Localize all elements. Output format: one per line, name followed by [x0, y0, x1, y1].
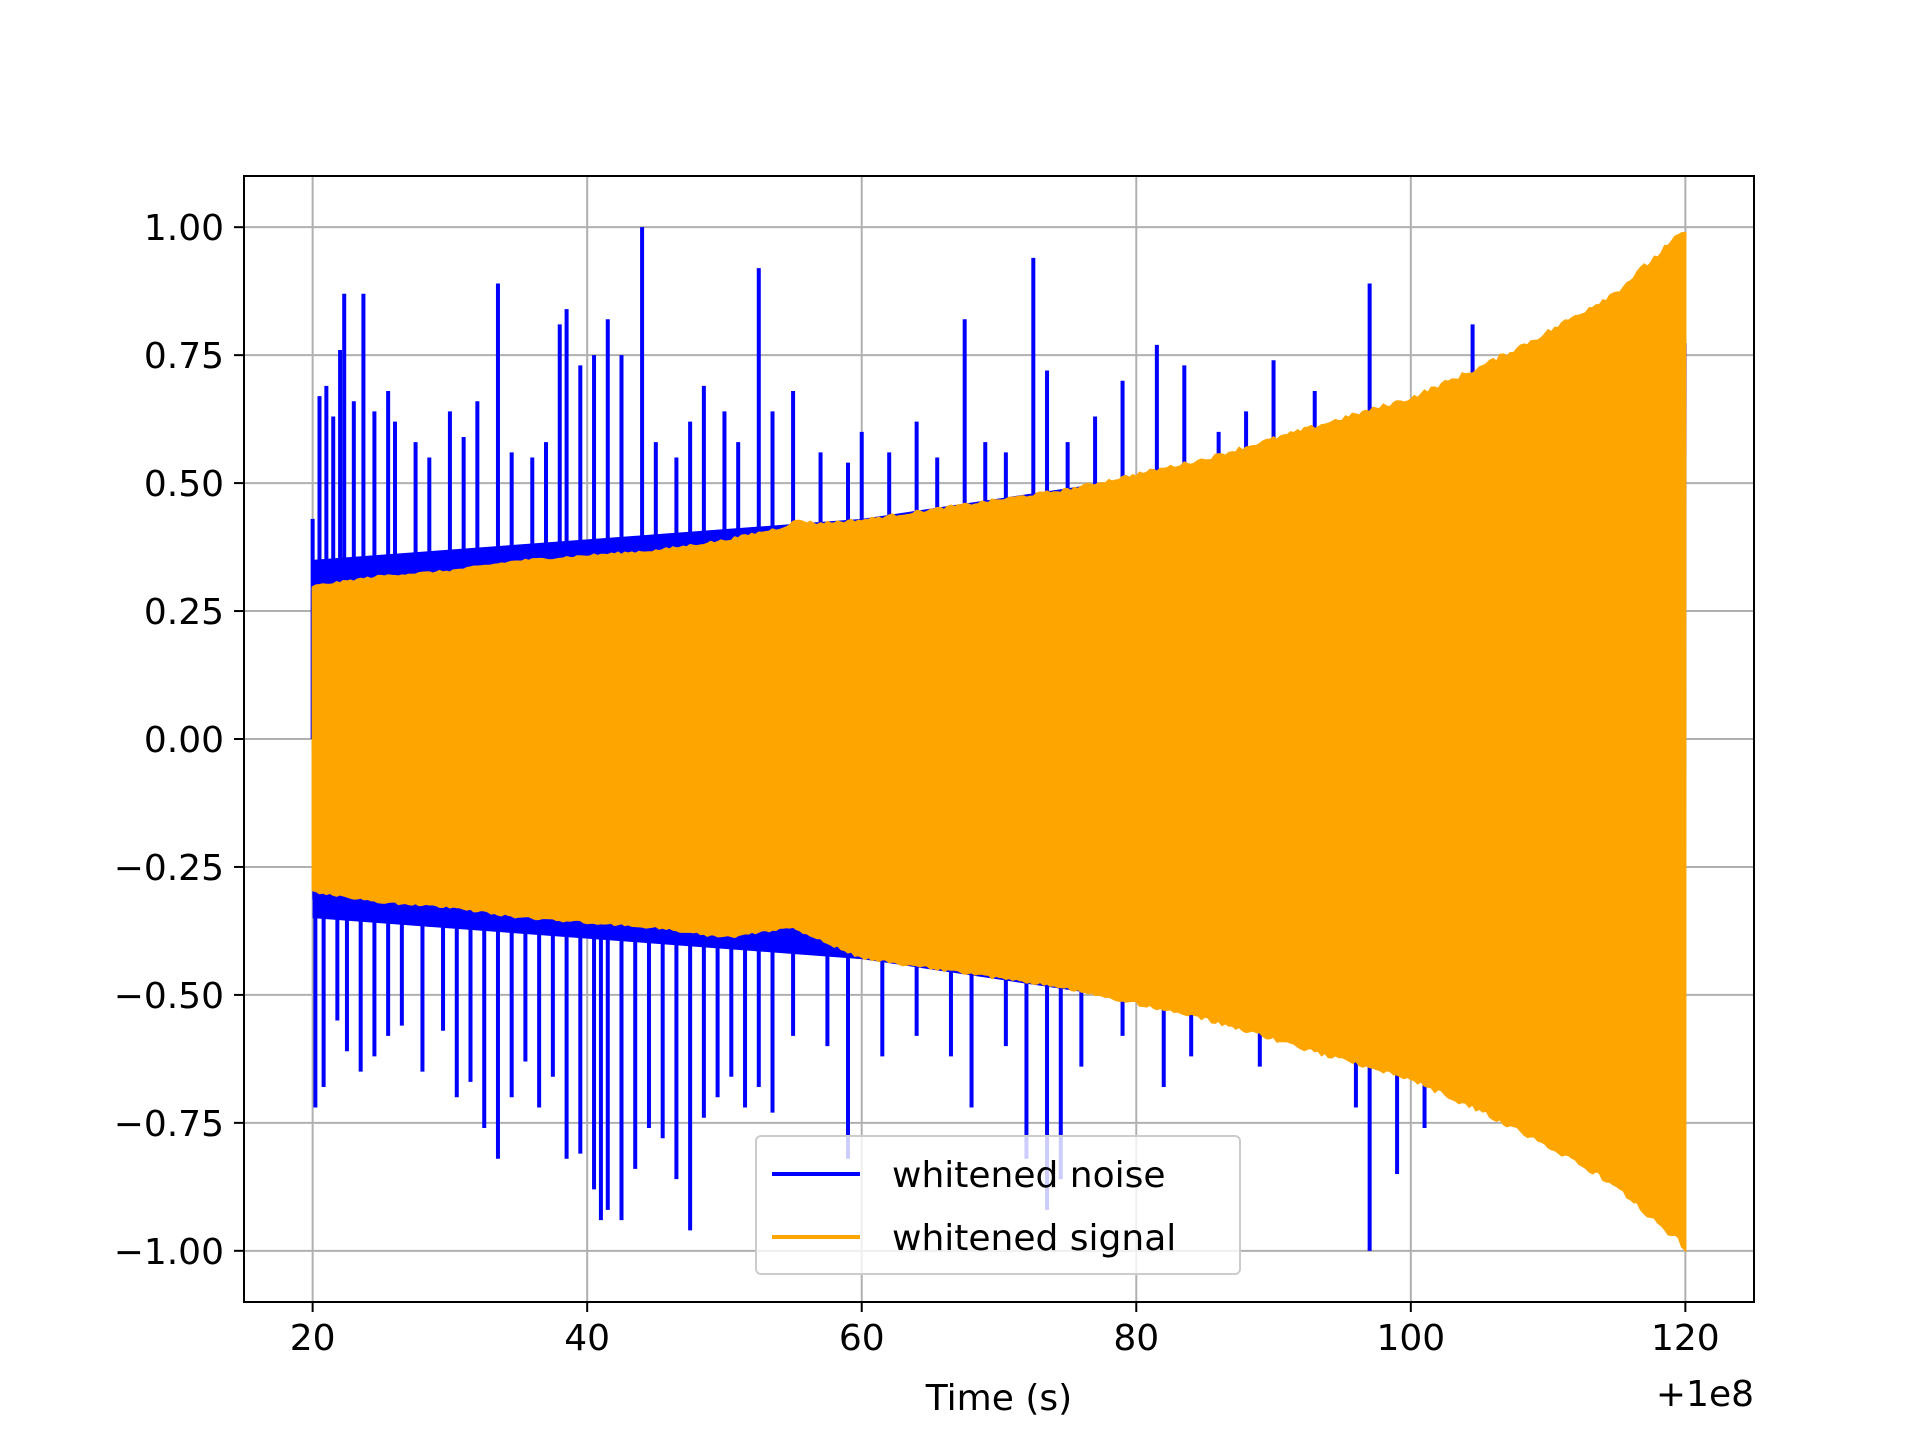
y-tick-label: 0.75 [144, 336, 224, 377]
y-tick-label: 0.00 [144, 720, 224, 761]
x-axis-offset-label: +1e8 [1656, 1374, 1754, 1415]
y-tick-label: −0.50 [114, 976, 224, 1017]
x-tick-label: 20 [290, 1318, 336, 1359]
x-tick-label: 40 [564, 1318, 610, 1359]
legend-label-whitened-signal: whitened signal [892, 1218, 1176, 1259]
y-axis: 1.00 0.75 0.50 0.25 0.00 −0.25 −0.50 −0.75 −1.00 [114, 208, 244, 1273]
y-tick-label: 0.50 [144, 464, 224, 505]
x-axis-label: Time (s) [925, 1378, 1072, 1419]
legend-box [755, 1135, 1241, 1275]
x-tick-label: 120 [1651, 1318, 1720, 1359]
y-tick-label: −1.00 [114, 1232, 224, 1273]
y-tick-label: 1.00 [144, 208, 224, 249]
x-tick-label: 100 [1376, 1318, 1445, 1359]
y-tick-label: 0.25 [144, 592, 224, 633]
x-tick-label: 80 [1113, 1318, 1159, 1359]
signal-band [311, 231, 1687, 1253]
y-tick-label: −0.25 [114, 848, 224, 889]
series-whitened-signal [311, 231, 1687, 1253]
y-tick-label: −0.75 [114, 1104, 224, 1145]
x-tick-label: 60 [839, 1318, 885, 1359]
legend-label-whitened-noise: whitened noise [892, 1155, 1166, 1196]
legend: whitened noise whitened signal [755, 1135, 1241, 1275]
x-axis: 20 40 60 80 100 120 [290, 1302, 1720, 1359]
